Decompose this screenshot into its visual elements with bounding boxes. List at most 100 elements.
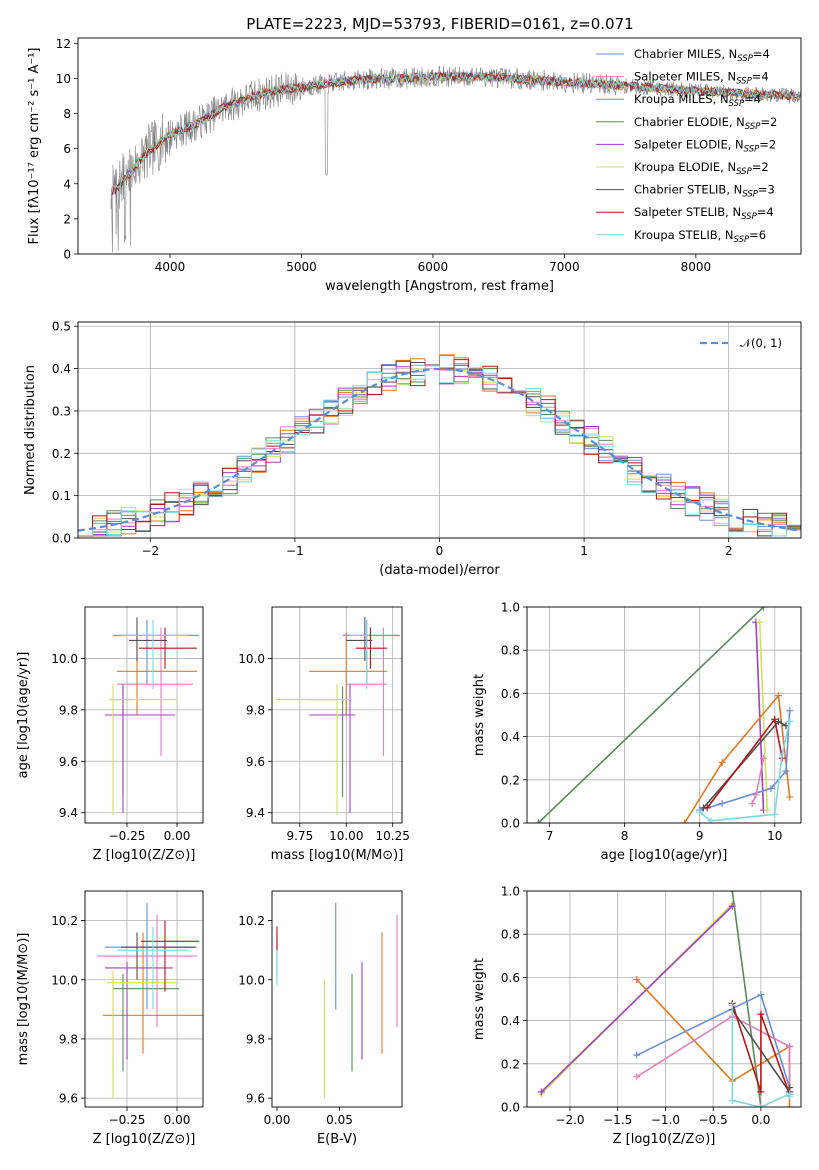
x-tick-label: 0.0 [751, 1113, 770, 1127]
legend-entry: Chabrier ELODIE, NSSP=2 [596, 115, 777, 132]
series-point [534, 819, 542, 823]
plot-area [275, 617, 401, 816]
x-tick-label: 0.05 [326, 1113, 353, 1127]
y-tick-label: 0.3 [52, 404, 71, 418]
series-point [633, 976, 641, 984]
x-tick-label: −0.25 [109, 829, 146, 843]
axes-frame [84, 606, 204, 824]
y-axis-label: Flux [fλ10⁻¹⁷ erg cm⁻² s⁻¹ A⁻¹] [27, 48, 42, 245]
x-tick-label: 6000 [418, 260, 449, 274]
legend-label: Salpeter ELODIE, NSSP=2 [634, 137, 776, 154]
figure-title: PLATE=2223, MJD=53793, FIBERID=0161, z=0… [246, 15, 633, 33]
point-salpeter-stelib [355, 627, 388, 669]
y-tick-label: 10.0 [51, 652, 78, 666]
point-kroupa-stelib [117, 926, 189, 1010]
spectrum-panel: 4000 5000 6000 7000 8000 0 2 4 6 8 10 12 wavelength … [27, 37, 802, 294]
y-tick-label: 9.8 [59, 703, 78, 717]
y-tick-label: 0.1 [52, 489, 71, 503]
series-point [696, 808, 704, 816]
series-point [757, 1010, 765, 1018]
y-tick-label: 0.5 [52, 320, 71, 334]
mass-weight-vs-z-panel: −2.0 −1.5 −1.0 −0.5 0.0 0.0 0.2 0.4 0.6 0.8 1.0 Z [… [472, 885, 802, 1147]
series-line [731, 891, 762, 1107]
x-tick-label: −1 [286, 544, 304, 558]
y-tick-label: 9.6 [59, 755, 78, 769]
plot-area [537, 891, 794, 1107]
y-tick-label: 9.8 [59, 1032, 78, 1046]
age-vs-z-panel: −0.25 0.00 9.4 9.6 9.8 10.0 Z [log10(Z/Z⊙)] age… [16, 606, 204, 863]
axes-frame [77, 37, 802, 255]
y-axis-label: Normed distribution [23, 365, 38, 495]
x-tick-label: 0 [436, 544, 444, 558]
x-tick-label: 8000 [681, 260, 712, 274]
series-line [758, 622, 768, 811]
series-point [771, 715, 779, 723]
y-tick-label: 10.2 [51, 914, 78, 928]
axes-frame [526, 606, 802, 824]
point-kroupa-elodie [107, 970, 179, 1099]
series-point [782, 767, 790, 775]
legend-label: Kroupa MILES, NSSP=4 [634, 92, 761, 109]
point-kroupa-miles [103, 932, 203, 1054]
x-tick-label: 7000 [549, 260, 580, 274]
y-tick-label: 8 [63, 107, 71, 121]
series-salpeter-miles [748, 754, 767, 808]
point-kroupa-elodie [109, 684, 177, 816]
series-point [771, 810, 779, 818]
mass-weight-vs-age-panel: 7 8 9 10 0.0 0.2 0.4 0.6 0.8 1.0 age [log10(age/yr… [472, 601, 802, 863]
x-tick-label: −0.25 [109, 1113, 146, 1127]
point-salpeter-miles [97, 914, 197, 1028]
series-point [767, 784, 775, 792]
y-tick-label: 9.4 [59, 806, 78, 820]
x-tick-label: 0.00 [164, 829, 191, 843]
series-chabrier-elodie [728, 891, 765, 1107]
series-point [752, 791, 760, 799]
legend-entry: Salpeter STELIB, NSSP=4 [596, 205, 774, 222]
y-axis-label: mass [log10(M/M⊙)] [16, 933, 31, 1066]
x-tick-label: 10.25 [376, 829, 410, 843]
legend: Chabrier MILES, NSSP=4 Salpeter MILES, NS… [596, 47, 777, 245]
series-point [707, 817, 715, 823]
series-point [728, 891, 736, 895]
series-point [786, 707, 794, 715]
x-tick-label: 10 [767, 829, 782, 843]
legend-label: Salpeter MILES, NSSP=4 [634, 70, 769, 87]
x-tick-label: 4000 [155, 260, 186, 274]
axes-frame [84, 890, 204, 1108]
y-tick-label: 0.4 [501, 1014, 520, 1028]
y-axis-label: mass weight [472, 958, 487, 1040]
point-chabrier-miles [342, 619, 401, 685]
series-salpeter-elodie [752, 618, 767, 814]
series-point [786, 717, 794, 725]
point-chabrier-stelib [121, 932, 195, 980]
plot-area [105, 617, 199, 816]
point-chabrier-elodie [113, 973, 179, 1072]
x-axis-label: wavelength [Angstrom, rest frame] [325, 279, 554, 294]
series-point [774, 692, 782, 700]
point-chabrier-stelib [346, 617, 373, 661]
series-point [537, 1088, 545, 1096]
series-kroupa-elodie [756, 618, 771, 814]
series-point [774, 717, 782, 725]
plot-area [78, 354, 801, 537]
series-chabrier-miles [696, 707, 794, 814]
mass-vs-z-panel: −0.25 0.00 9.6 9.8 10.0 10.2 Z [log10(Z/Z⊙)] ma… [16, 890, 204, 1147]
y-tick-label: 0.6 [501, 687, 520, 701]
x-tick-label: 0.00 [264, 1113, 291, 1127]
y-tick-label: 9.8 [246, 1032, 265, 1046]
series-point [703, 804, 711, 812]
y-tick-label: 0 [63, 248, 71, 262]
legend-label: Salpeter STELIB, NSSP=4 [634, 205, 774, 222]
legend-label: 𝒩(0, 1) [740, 336, 782, 350]
series-line [683, 693, 791, 823]
y-tick-label: 0.8 [501, 644, 520, 658]
axes-frame [77, 321, 802, 539]
series-point [786, 1103, 794, 1107]
y-tick-label: 0.2 [501, 1057, 520, 1071]
axes-frame [271, 890, 403, 1108]
legend-entry: Kroupa MILES, NSSP=4 [596, 92, 761, 109]
series-point [757, 1088, 765, 1096]
legend-label: Chabrier ELODIE, NSSP=2 [634, 115, 777, 132]
legend-entry: Kroupa ELODIE, NSSP=2 [596, 160, 769, 177]
